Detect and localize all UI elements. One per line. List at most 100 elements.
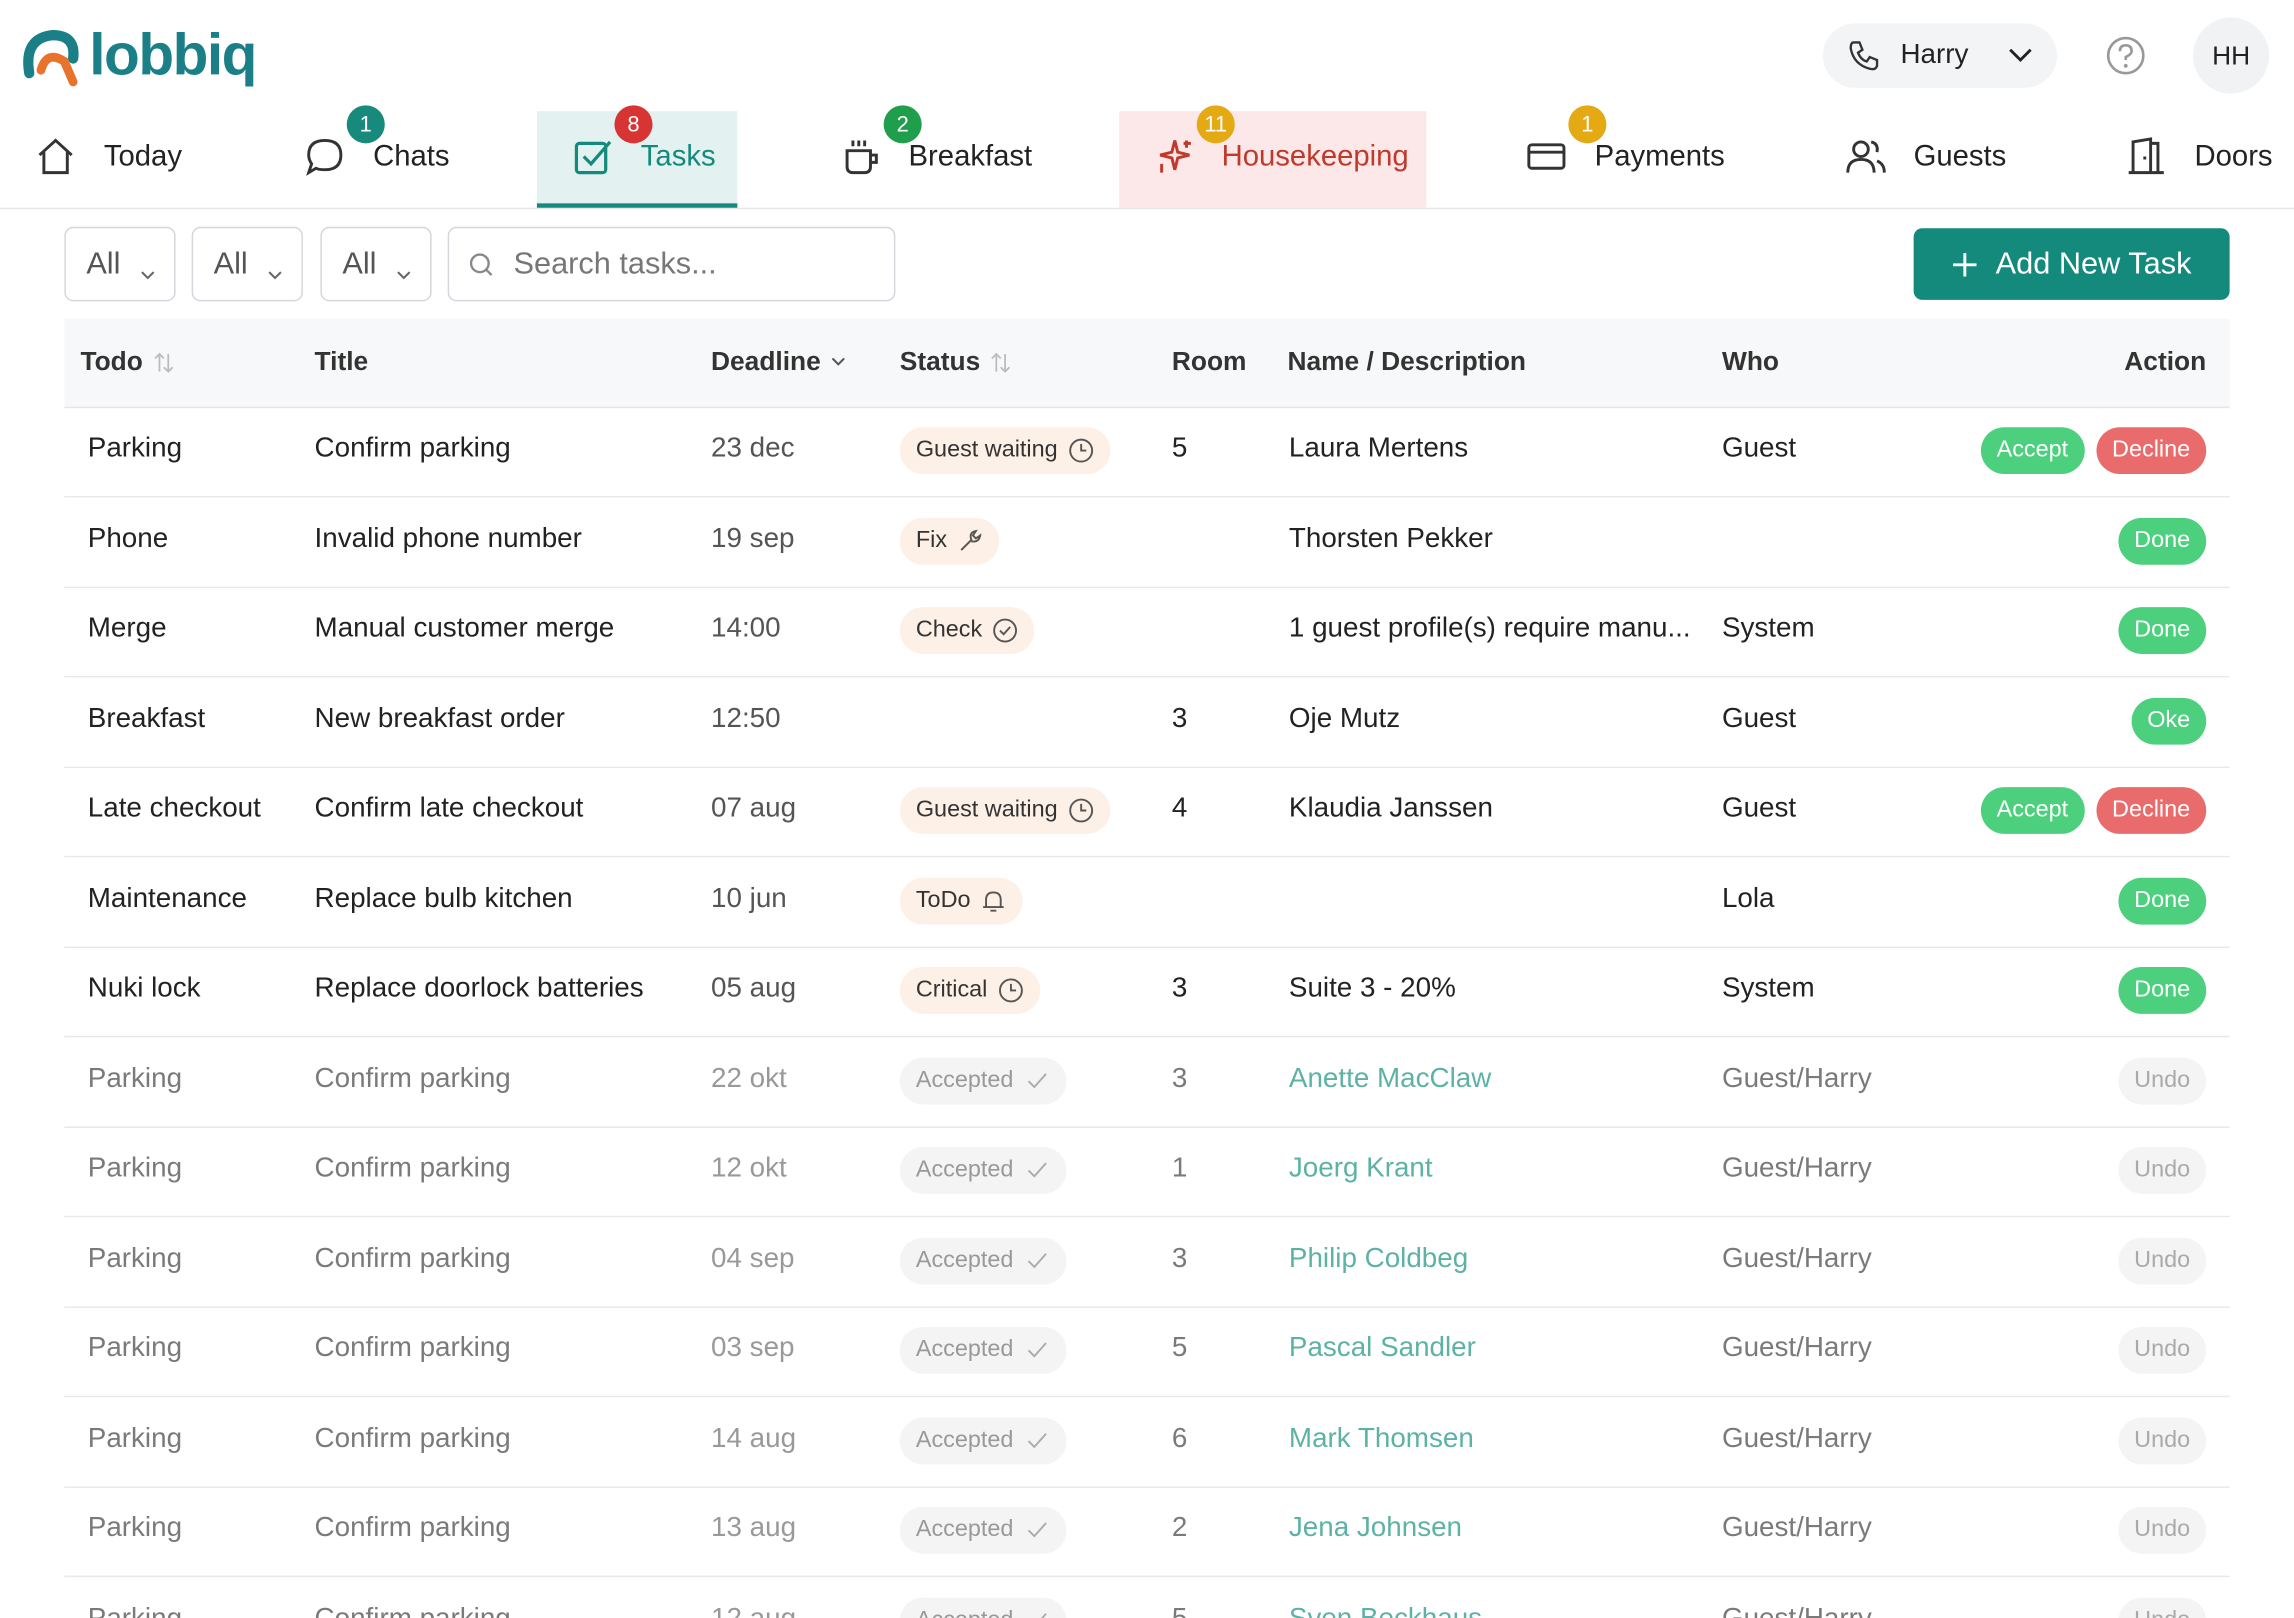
tab-icon-svg	[1527, 143, 1566, 170]
actions: Undo	[2118, 1057, 2207, 1127]
table-header	[64, 318, 2230, 409]
initials: HH	[2212, 40, 2251, 70]
action-button[interactable]: Undo	[2118, 1506, 2207, 1554]
filter-select[interactable]: All	[320, 226, 432, 302]
guest-name[interactable]: Philip Coldbeg	[1288, 1242, 1469, 1274]
search-placeholder: Search tasks...	[513, 247, 717, 281]
cell-text: Guest/Harry	[1721, 1332, 1872, 1364]
column-header: Action	[2124, 347, 2206, 378]
column-header[interactable]: Todo	[80, 347, 175, 378]
action-button[interactable]: Decline	[2095, 427, 2207, 475]
task-table: Todo Title Deadline Status Room Name / Descri…	[64, 318, 2230, 1618]
tab-badge: 1	[346, 105, 385, 144]
column-header[interactable]: Deadline	[711, 347, 847, 378]
tab-label[interactable]: Payments	[1594, 140, 1725, 173]
status-icon	[993, 618, 1018, 643]
nav-bar: Today Chats 1 Tasks 8 Breakfast 2 Housekeeping 1…	[0, 105, 2294, 210]
sort-icon	[991, 352, 1011, 373]
status-icon	[961, 528, 983, 551]
chevron	[395, 257, 413, 292]
cell-text: 14:00	[711, 613, 781, 644]
status-icon	[1027, 1342, 1047, 1358]
tab-icon	[304, 136, 345, 184]
guest-name[interactable]: Sven Beckhaus	[1289, 1603, 1482, 1618]
tab-icon-svg	[1846, 140, 1886, 173]
guest-name[interactable]: Anette MacClaw	[1288, 1062, 1492, 1094]
avatar[interactable]: HH	[2193, 17, 2270, 94]
add-task-button[interactable]: Add New Task	[1913, 228, 2230, 300]
cell-text: 1	[1171, 1152, 1188, 1184]
help-icon[interactable]	[2105, 35, 2146, 76]
cell-text: 23 dec	[711, 433, 795, 464]
status-text: Accepted	[915, 1427, 1014, 1453]
actions: Undo	[2118, 1506, 2207, 1577]
action-button[interactable]: Oke	[2131, 697, 2207, 744]
status-chip: Critical	[899, 967, 1041, 1014]
plus-icon	[1953, 252, 1977, 276]
status-chip: Accepted	[899, 1236, 1067, 1284]
guest-name: Laura Mertens	[1288, 433, 1469, 464]
logo-icon	[23, 29, 79, 87]
tab-label[interactable]: Housekeeping	[1221, 140, 1409, 173]
user-name: Harry	[1900, 39, 1969, 71]
action-button[interactable]: Undo	[2118, 1596, 2207, 1618]
action-button[interactable]: Done	[2118, 877, 2207, 924]
column-header[interactable]: Status	[900, 347, 1013, 378]
cell-text: 07 aug	[711, 792, 797, 824]
guest-name[interactable]: Pascal Sandler	[1288, 1332, 1476, 1364]
cell-text: Guest	[1721, 433, 1797, 464]
cell-text: System	[1721, 613, 1815, 644]
tab-label[interactable]: Doors	[2194, 140, 2273, 173]
status-chip: Accepted	[899, 1506, 1067, 1554]
action-button[interactable]: Undo	[2118, 1057, 2207, 1104]
guest-name[interactable]: Joerg Krant	[1288, 1152, 1433, 1184]
guest-name: Thorsten Pekker	[1288, 523, 1493, 554]
user-menu[interactable]: Harry	[1822, 23, 2057, 88]
guest-name[interactable]: Jena Johnsen	[1288, 1512, 1463, 1544]
cell-text: Merge	[87, 613, 167, 644]
cell-text: 12:50	[711, 702, 781, 734]
action-button[interactable]: Done	[2118, 517, 2207, 564]
status-icon	[1069, 438, 1093, 463]
action-button[interactable]: Decline	[2095, 787, 2207, 834]
status-icon	[1027, 1432, 1047, 1448]
filter-select[interactable]: All	[191, 226, 303, 302]
action-button[interactable]: Undo	[2118, 1326, 2207, 1374]
cell-text: 2	[1171, 1512, 1188, 1544]
action-button[interactable]: Done	[2118, 607, 2207, 654]
cell-text: Replace bulb kitchen	[314, 882, 573, 914]
tab-label[interactable]: Today	[103, 140, 182, 173]
status-chip: Accepted	[899, 1596, 1067, 1618]
action-button[interactable]: Accept	[1980, 427, 2085, 475]
column-title: Title	[314, 346, 369, 376]
phone-icon	[1849, 41, 1879, 71]
actions: Accept Decline	[1980, 427, 2207, 498]
status-chip: Accepted	[899, 1326, 1067, 1374]
tab-badge: 8	[614, 105, 653, 144]
row-divider	[64, 1305, 2230, 1308]
tab-label[interactable]: Breakfast	[908, 140, 1033, 173]
tab-icon	[1845, 136, 1886, 184]
cell-text: Parking	[87, 1062, 183, 1094]
cell-text: Guest/Harry	[1721, 1422, 1872, 1454]
tab-label[interactable]: Chats	[373, 140, 450, 173]
action-button[interactable]: Undo	[2118, 1146, 2207, 1194]
search-box[interactable]: Search tasks...	[447, 226, 896, 302]
filter-select[interactable]: All	[64, 226, 176, 302]
guest-name[interactable]: Mark Thomsen	[1288, 1422, 1474, 1454]
action-button[interactable]: Undo	[2118, 1416, 2207, 1464]
filter-label: All	[342, 247, 377, 281]
status-text: Guest waiting	[915, 437, 1058, 463]
tab-label[interactable]: Guests	[1913, 140, 2007, 173]
cell-text: Confirm parking	[314, 1062, 511, 1094]
action-button[interactable]: Undo	[2118, 1236, 2207, 1284]
filter-label: All	[86, 247, 121, 281]
action-button[interactable]: Done	[2118, 967, 2207, 1014]
tab-icon-svg	[38, 138, 73, 175]
column-header: Who	[1722, 347, 1779, 378]
action-button[interactable]: Accept	[1980, 787, 2085, 834]
tab-icon-svg	[2128, 137, 2164, 175]
row-divider	[64, 585, 2230, 588]
tab-label[interactable]: Tasks	[640, 140, 716, 173]
